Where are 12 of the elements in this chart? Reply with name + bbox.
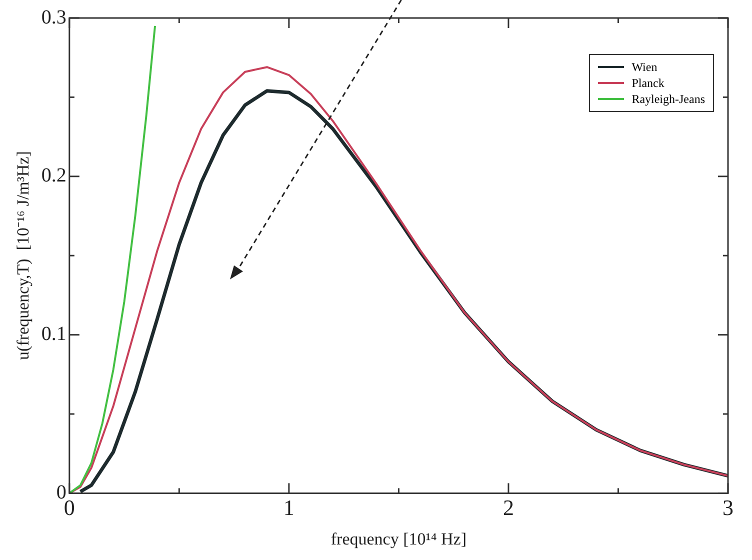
x-tick-label: 1 xyxy=(283,495,294,520)
x-tick-label: 2 xyxy=(502,495,514,520)
y-tick-label: 0.1 xyxy=(41,323,66,346)
legend-label: Planck xyxy=(632,75,664,91)
y-axis-title: u(frequency,T) [10⁻¹⁶ J/m³Hz] xyxy=(14,151,33,360)
legend-label: Rayleigh-Jeans xyxy=(632,91,705,107)
x-tick-label: 3 xyxy=(722,495,734,520)
y-tick-label: 0.3 xyxy=(41,6,66,28)
y-tick-label: 0 xyxy=(56,481,66,504)
legend-label: Wien xyxy=(632,59,658,75)
x-axis-title: frequency [10¹⁴ Hz] xyxy=(330,529,467,548)
y-tick-label: 0.2 xyxy=(41,164,66,187)
